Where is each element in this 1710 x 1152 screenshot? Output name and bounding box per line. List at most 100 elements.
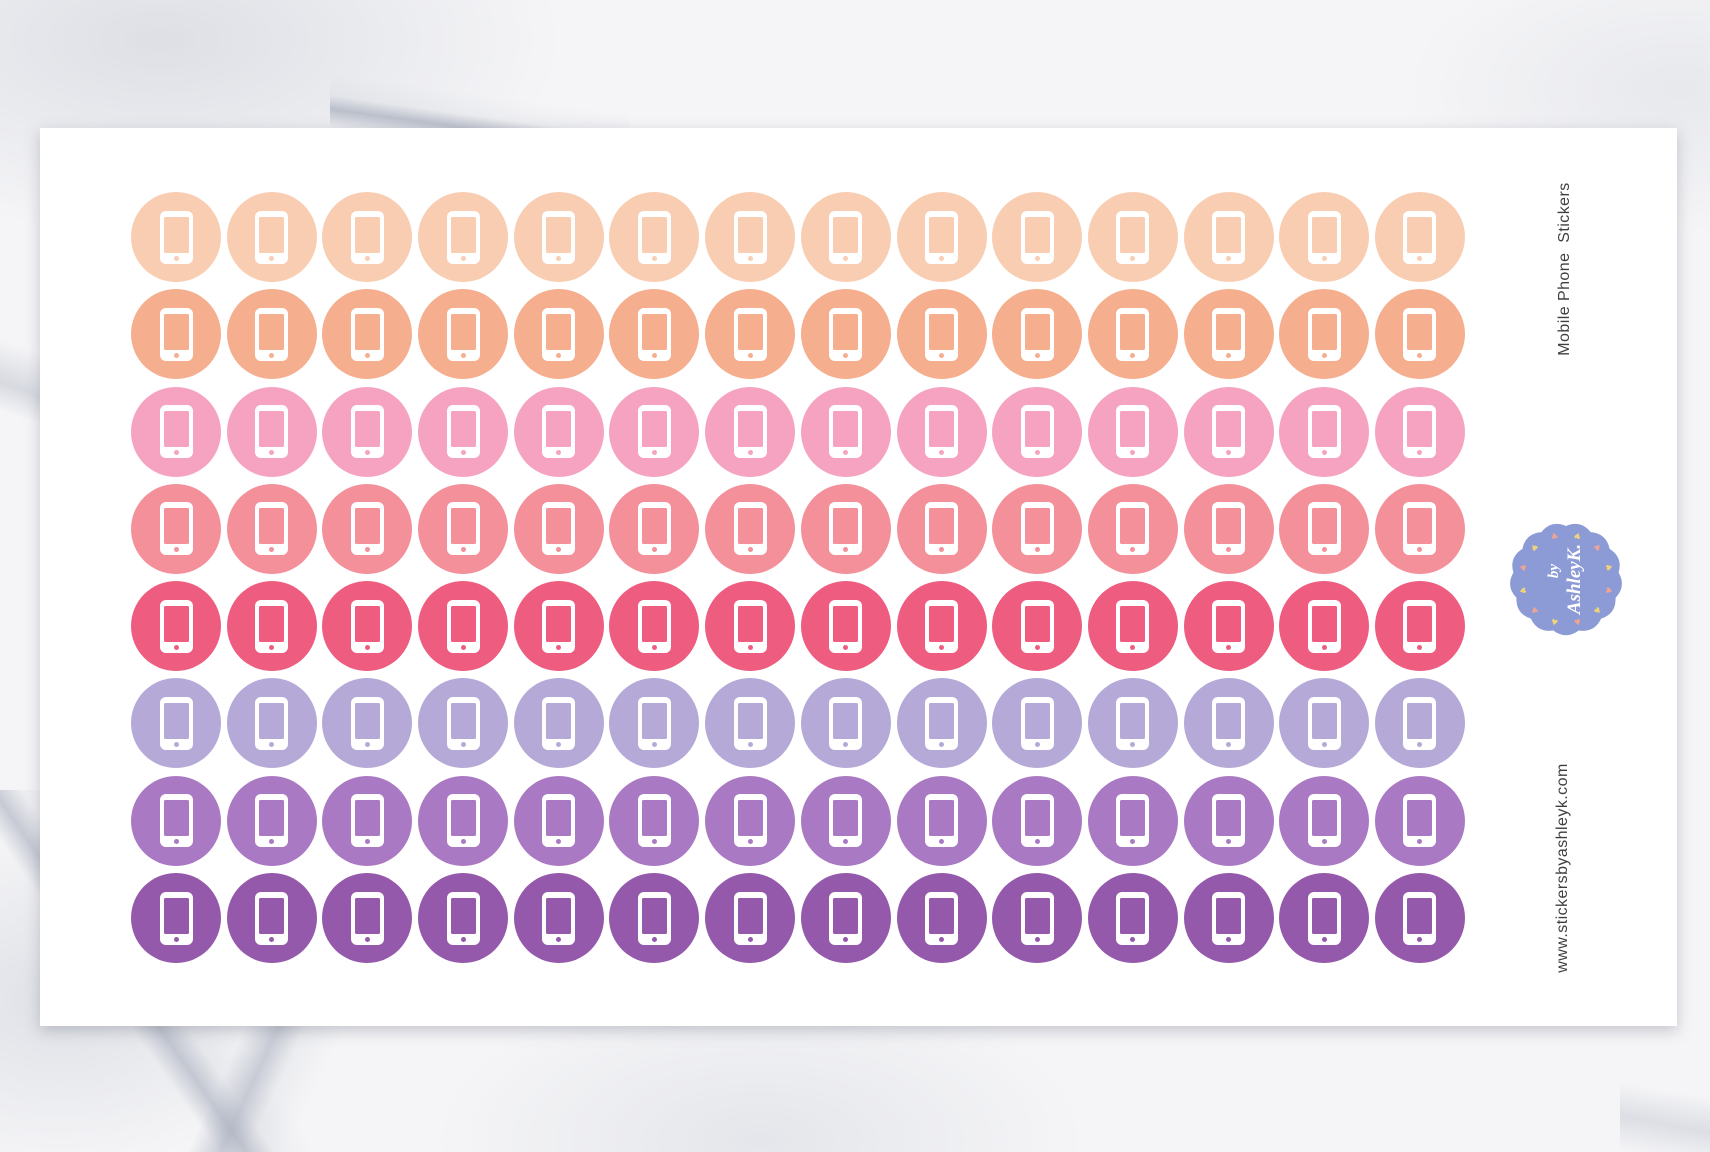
phone-sticker-orchid [609,775,700,866]
phone-sticker-lavender [1374,678,1465,769]
phone-screen [450,411,476,448]
phone-sticker-lavender [992,678,1083,769]
home-button-dot [460,547,466,553]
mobile-phone-icon [1116,405,1150,459]
phone-screen [929,216,954,253]
phone-screen [1311,411,1337,448]
home-button-dot [1226,352,1232,358]
home-button-dot [1034,352,1040,358]
mobile-phone-icon [637,405,671,459]
home-button-dot [843,450,849,456]
phone-sticker-orange-peach [131,289,221,380]
mobile-phone-icon [829,502,863,556]
phone-sticker-orchid [896,775,987,866]
phone-screen [1024,313,1050,350]
phone-screen [1216,800,1242,837]
home-button-dot [939,352,944,358]
mobile-phone-icon [1307,210,1341,264]
phone-screen [641,216,667,253]
phone-screen [1120,702,1146,739]
home-button-dot [939,255,944,261]
mobile-phone-icon [1212,794,1246,848]
phone-screen [354,508,380,545]
home-button-dot [1417,255,1423,261]
mobile-phone-icon [1212,307,1246,361]
phone-screen [1311,508,1337,545]
phone-screen [163,800,189,837]
phone-sticker-orchid [418,775,509,866]
phone-sticker-purple [609,873,700,964]
phone-sticker-raspberry [322,581,413,672]
home-button-dot [651,644,657,650]
phone-sticker-salmon [992,483,1083,574]
phone-screen [354,605,380,642]
phone-sticker-pink [513,386,604,477]
mobile-phone-icon [1403,794,1437,848]
home-button-dot [269,255,275,261]
mobile-phone-icon [542,210,576,264]
home-button-dot [651,450,657,456]
phone-screen [450,605,476,642]
phone-sticker-orange-peach [705,289,796,380]
mobile-phone-icon [255,405,289,459]
phone-sticker-pink [800,386,891,477]
phone-screen [1407,411,1433,448]
mobile-phone-icon [1403,405,1437,459]
phone-sticker-purple [513,873,604,964]
home-button-dot [1226,547,1232,553]
mobile-phone-icon [159,891,193,945]
home-button-dot [651,547,657,553]
home-button-dot [364,352,370,358]
phone-sticker-lavender [609,678,700,769]
phone-sticker-orange-peach [1374,289,1465,380]
phone-sticker-pink [322,386,413,477]
home-button-dot [1130,255,1136,261]
mobile-phone-icon [350,405,384,459]
phone-sticker-peach [800,192,891,282]
mobile-phone-icon [829,696,863,750]
mobile-phone-icon [350,599,384,653]
heart-icon: ♥ [1516,586,1529,595]
home-button-dot [843,644,849,650]
home-button-dot [460,255,466,261]
phone-screen [1407,216,1433,253]
mobile-phone-icon [542,794,576,848]
phone-sticker-raspberry [992,581,1083,672]
home-button-dot [173,936,179,942]
heart-icon: ♥ [1550,529,1559,542]
phone-sticker-salmon [226,483,317,574]
mobile-phone-icon [733,307,767,361]
phone-screen [833,605,859,642]
mobile-phone-icon [925,405,958,459]
mobile-phone-icon [1403,307,1437,361]
mobile-phone-icon [542,405,576,459]
phone-sticker-raspberry [609,581,700,672]
phone-screen [259,508,285,545]
mobile-phone-icon [446,405,480,459]
mobile-phone-icon [925,891,958,945]
phone-sticker-orchid [1279,775,1370,866]
mobile-phone-icon [1116,210,1150,264]
phone-screen [737,216,763,253]
phone-sticker-purple [1087,873,1178,964]
phone-screen [1024,702,1050,739]
home-button-dot [1321,644,1327,650]
home-button-dot [556,255,562,261]
mobile-phone-icon [1116,891,1150,945]
phone-sticker-lavender [800,678,891,769]
home-button-dot [939,644,944,650]
phone-screen [1311,897,1337,934]
phone-sticker-lavender [131,678,221,769]
home-button-dot [269,936,275,942]
mobile-phone-icon [637,696,671,750]
phone-sticker-pink [418,386,509,477]
phone-screen [450,508,476,545]
home-button-dot [1226,741,1232,747]
home-button-dot [1321,936,1327,942]
mobile-phone-icon [829,891,863,945]
phone-sticker-lavender [1087,678,1178,769]
phone-screen [354,216,380,253]
mobile-phone-icon [925,502,958,556]
phone-sticker-pink [1374,386,1465,477]
phone-sticker-orange-peach [1183,289,1274,380]
